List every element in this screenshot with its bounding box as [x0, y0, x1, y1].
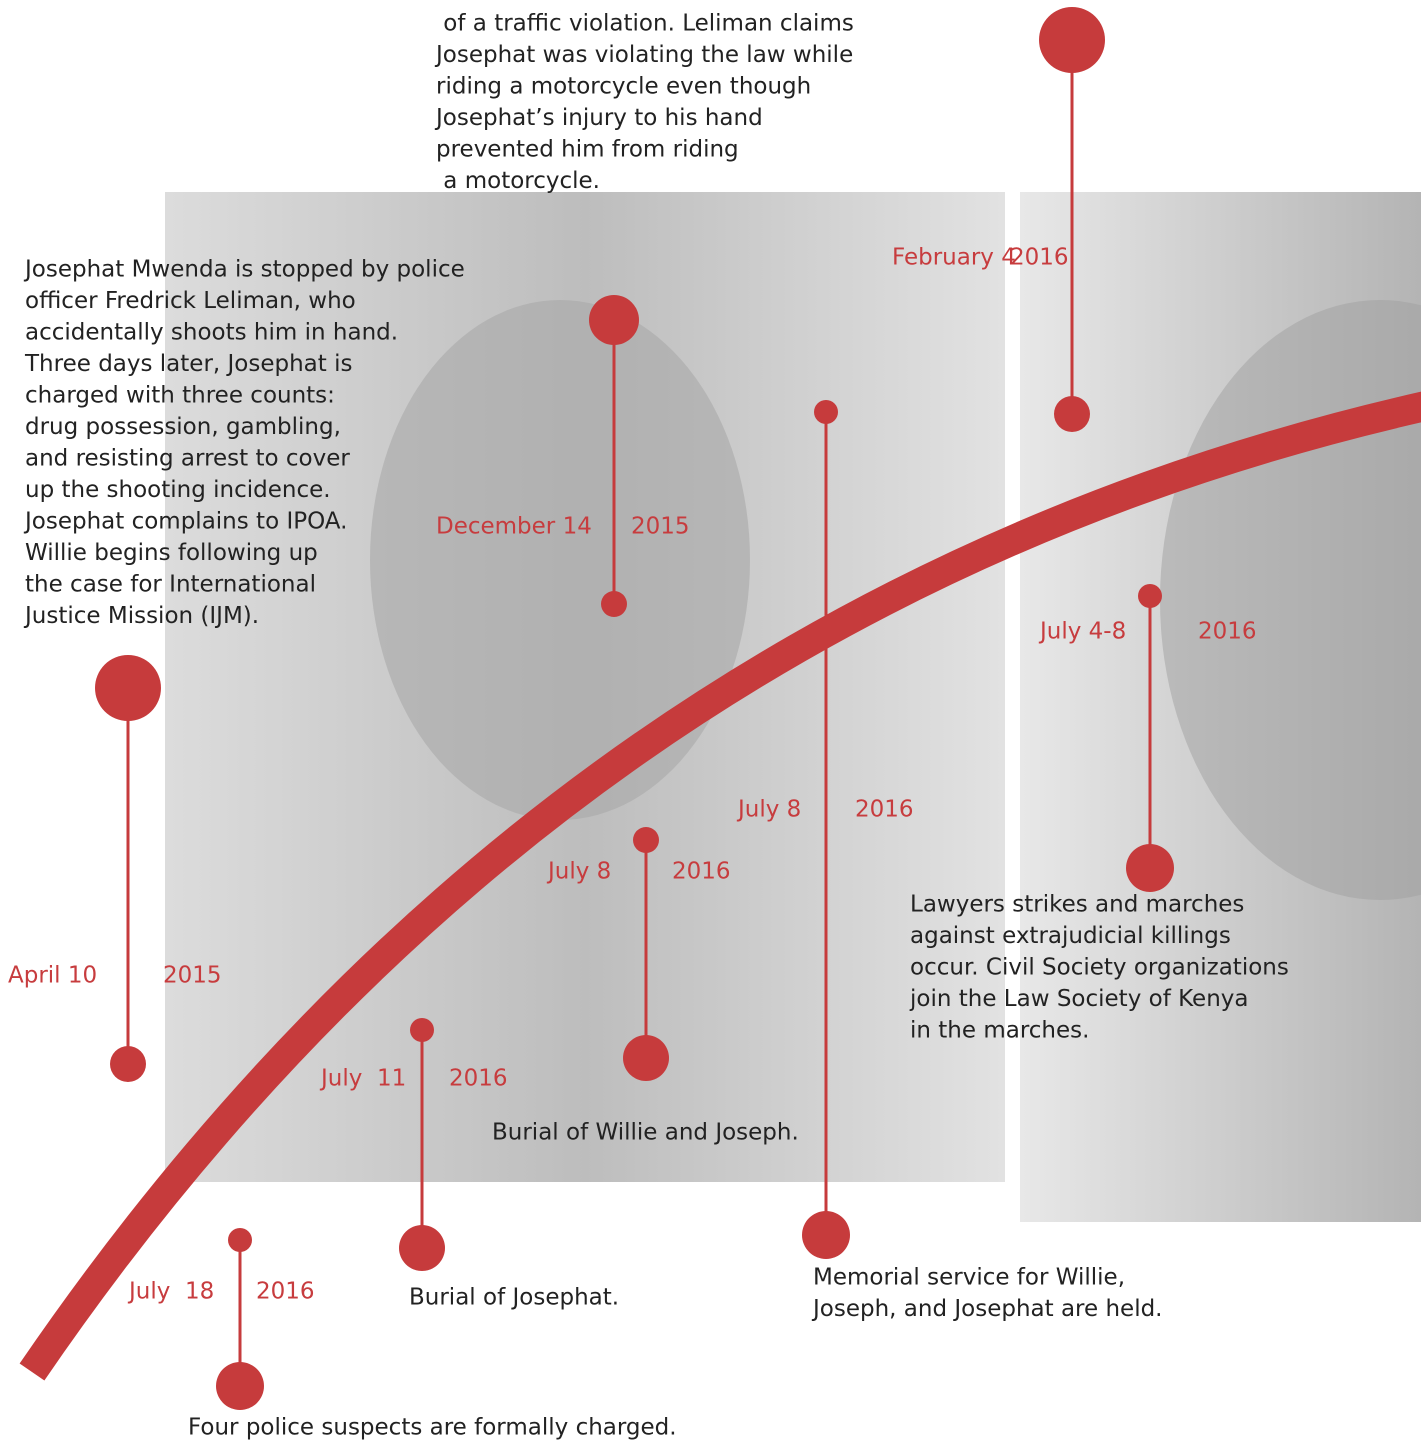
event-date: July 11 — [319, 1066, 406, 1092]
note-line: a motorcycle. — [436, 168, 600, 194]
marker-small — [633, 827, 659, 853]
note-line: Joseph, and Josephat are held. — [811, 1296, 1163, 1322]
event-date: December 14 — [436, 514, 592, 540]
note-line: accidentally shoots him in hand. — [25, 320, 398, 346]
note-line: Josephat was violating the law while — [434, 42, 853, 68]
note-line: drug possession, gambling, — [25, 414, 341, 440]
marker-small — [1138, 584, 1162, 608]
marker-small — [410, 1018, 434, 1042]
marker-large — [399, 1225, 445, 1271]
marker-small — [110, 1046, 146, 1082]
note-line: of a traffic violation. Leliman claims — [436, 11, 854, 37]
marker-large — [589, 295, 639, 345]
note-line: occur. Civil Society organizations — [910, 955, 1289, 981]
event-year: 2015 — [163, 963, 222, 989]
event-year: 2016 — [449, 1066, 508, 1092]
marker-small — [228, 1228, 252, 1252]
marker-large — [623, 1035, 669, 1081]
note-line: against extrajudicial killings — [910, 923, 1231, 949]
note-line: charged with three counts: — [25, 383, 335, 409]
event-year: 2015 — [631, 514, 690, 540]
note-line: up the shooting incidence. — [25, 477, 331, 503]
event-date: July 8 — [736, 797, 801, 823]
timeline-curve — [19, 391, 1421, 1381]
event-year: 2016 — [256, 1279, 315, 1305]
note-line: Burial of Josephat. — [409, 1285, 619, 1311]
note-line: and resisting arrest to cover — [25, 446, 350, 472]
marker-large — [216, 1362, 264, 1410]
event-date: July 4-8 — [1038, 619, 1126, 645]
event-date: February 4 — [892, 245, 1016, 271]
photo-face — [370, 300, 750, 820]
note-line: Memorial service for Willie, — [813, 1265, 1125, 1291]
note-line: Willie begins following up — [25, 540, 318, 566]
marker-small — [1054, 396, 1090, 432]
marker-small — [601, 591, 627, 617]
event-year: 2016 — [855, 797, 914, 823]
event-date: July 18 — [127, 1279, 214, 1305]
note-line: officer Fredrick Leliman, who — [25, 288, 356, 314]
note-line: the case for International — [25, 572, 316, 598]
marker-large — [802, 1211, 850, 1259]
marker-small — [814, 400, 838, 424]
marker-large — [1039, 7, 1105, 73]
note-line: Josephat Mwenda is stopped by police — [23, 257, 465, 283]
event-date: July 8 — [546, 859, 611, 885]
note-line: join the Law Society of Kenya — [909, 986, 1248, 1012]
note-line: Justice Mission (IJM). — [23, 603, 259, 629]
note-line: Four police suspects are formally charge… — [188, 1415, 677, 1441]
marker-large — [1126, 844, 1174, 892]
note-line: Three days later, Josephat is — [24, 351, 352, 377]
note-line: prevented him from riding — [436, 137, 739, 163]
note-line: Burial of Willie and Joseph. — [492, 1120, 799, 1146]
note-line: Lawyers strikes and marches — [910, 892, 1244, 918]
event-date: April 10 — [8, 963, 97, 989]
marker-large — [95, 655, 161, 721]
note-line: Josephat’s injury to his hand — [434, 105, 763, 131]
event-year: 2016 — [1010, 245, 1069, 271]
note-line: Josephat complains to IPOA. — [23, 509, 347, 535]
note-line: riding a motorcycle even though — [436, 74, 811, 100]
event-year: 2016 — [672, 859, 731, 885]
note-line: in the marches. — [910, 1018, 1089, 1044]
event-year: 2016 — [1198, 619, 1257, 645]
